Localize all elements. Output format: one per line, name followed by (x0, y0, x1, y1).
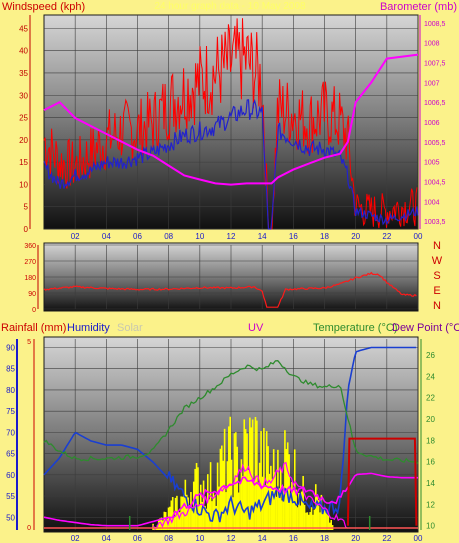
rainfall-series (346, 437, 418, 526)
humidity-tick-label: 85 (6, 365, 15, 374)
humidity-tick-label: 55 (6, 492, 15, 501)
hour-tick-label: 22 (382, 232, 391, 241)
hour-tick-label: 22 (382, 534, 391, 543)
hour-tick-label: 12 (227, 232, 236, 241)
temperature-tick-label: 14 (426, 479, 435, 488)
dir-label-n1: N (433, 240, 441, 252)
wind-tick-label: 30 (19, 91, 28, 100)
direction-tick-label: 90 (28, 291, 36, 298)
temperature-tick-label: 24 (426, 372, 435, 381)
barometer-tick-label: 1005 (424, 160, 440, 167)
barometer-tick-label: 1004 (424, 199, 440, 206)
hour-tick-label: 14 (258, 534, 267, 543)
humidity-label: Humidity (67, 322, 110, 334)
rainfall-label: Rainfall (mm) (1, 322, 66, 334)
temperature-tick-label: 22 (426, 394, 435, 403)
humidity-tick-label: 60 (6, 471, 15, 480)
hour-tick-label: 20 (351, 534, 360, 543)
hour-tick-label: 16 (289, 534, 298, 543)
barometer-tick-label: 1003,5 (424, 219, 446, 226)
dir-label-n2: N (433, 300, 441, 312)
barometer-series (43, 53, 419, 186)
temperature-tick-label: 26 (426, 351, 435, 360)
uv-label: UV (248, 322, 264, 334)
humidity-tick-label: 80 (6, 386, 15, 395)
uv-series (152, 461, 348, 531)
direction-tick-label: 180 (24, 275, 36, 282)
hour-tick-label: 02 (71, 232, 80, 241)
wind-gust-series (43, 18, 418, 230)
humidity-tick-label: 90 (6, 343, 15, 352)
dir-label-w: W (432, 255, 443, 267)
wind-direction-series (43, 271, 417, 308)
hour-tick-label: 06 (133, 534, 142, 543)
rain-tick-label: 5 (27, 339, 31, 346)
hour-tick-label: 18 (320, 534, 329, 543)
hour-tick-label: 04 (102, 232, 111, 241)
humidity-tick-label: 65 (6, 450, 15, 459)
temperature-tick-label: 20 (426, 415, 435, 424)
barometer-tick-label: 1006,5 (424, 100, 446, 107)
rain-tick-label: 0 (27, 525, 31, 532)
dir-label-e: E (433, 285, 440, 297)
humidity-tick-label: 70 (6, 428, 15, 437)
hour-tick-label: 02 (71, 534, 80, 543)
wind-tick-label: 15 (19, 158, 28, 167)
wind-tick-label: 35 (19, 69, 28, 78)
hour-tick-label: 04 (102, 534, 111, 543)
dewpoint-label: Dew Point (°C) (392, 322, 459, 334)
wind-tick-label: 10 (19, 180, 28, 189)
hour-tick-label: 12 (227, 534, 236, 543)
barometer-tick-label: 1008,5 (424, 21, 446, 28)
hour-tick-label: 10 (195, 232, 204, 241)
hour-tick-label: 18 (320, 232, 329, 241)
temperature-tick-label: 12 (426, 500, 435, 509)
barometer-axis-label: Barometer (mb) (380, 1, 457, 13)
barometer-tick-label: 1004,5 (424, 179, 446, 186)
temperature-tick-label: 10 (426, 522, 435, 531)
humidity-tick-label: 50 (6, 513, 15, 522)
hour-tick-label: 06 (133, 232, 142, 241)
graph-title: 24 hour graph data - 10 May 2008 (154, 1, 306, 12)
barometer-tick-label: 1008 (424, 41, 440, 48)
wind-tick-label: 5 (24, 203, 29, 212)
solar-label: Solar (117, 322, 143, 334)
direction-tick-label: 0 (32, 307, 36, 314)
direction-tick-label: 270 (24, 259, 36, 266)
hour-tick-label: 10 (195, 534, 204, 543)
hour-tick-label: 00 (414, 232, 423, 241)
temperature-series (43, 360, 419, 464)
hour-tick-label: 00 (414, 534, 423, 543)
barometer-tick-label: 1005,5 (424, 140, 446, 147)
direction-tick-label: 360 (24, 243, 36, 250)
temperature-tick-label: 18 (426, 436, 435, 445)
barometer-tick-label: 1007 (424, 80, 440, 87)
hour-tick-label: 16 (289, 232, 298, 241)
temperature-label: Temperature (°C) (313, 322, 397, 334)
hour-tick-label: 08 (164, 232, 173, 241)
wind-axis-label: Windspeed (kph) (2, 1, 85, 13)
humidity-tick-label: 75 (6, 407, 15, 416)
wind-tick-label: 25 (19, 114, 28, 123)
wind-tick-label: 0 (24, 225, 29, 234)
barometer-tick-label: 1006 (424, 120, 440, 127)
dewpoint-series (43, 472, 418, 527)
hour-tick-label: 14 (258, 232, 267, 241)
wind-tick-label: 20 (19, 136, 28, 145)
humidity-series (43, 346, 417, 523)
wind-average-series (43, 99, 419, 230)
wind-tick-label: 40 (19, 47, 28, 56)
temperature-tick-label: 16 (426, 458, 435, 467)
hour-tick-label: 08 (164, 534, 173, 543)
wind-tick-label: 45 (19, 24, 28, 33)
barometer-tick-label: 1007,5 (424, 61, 446, 68)
hour-tick-label: 20 (351, 232, 360, 241)
dir-label-s: S (433, 270, 440, 282)
